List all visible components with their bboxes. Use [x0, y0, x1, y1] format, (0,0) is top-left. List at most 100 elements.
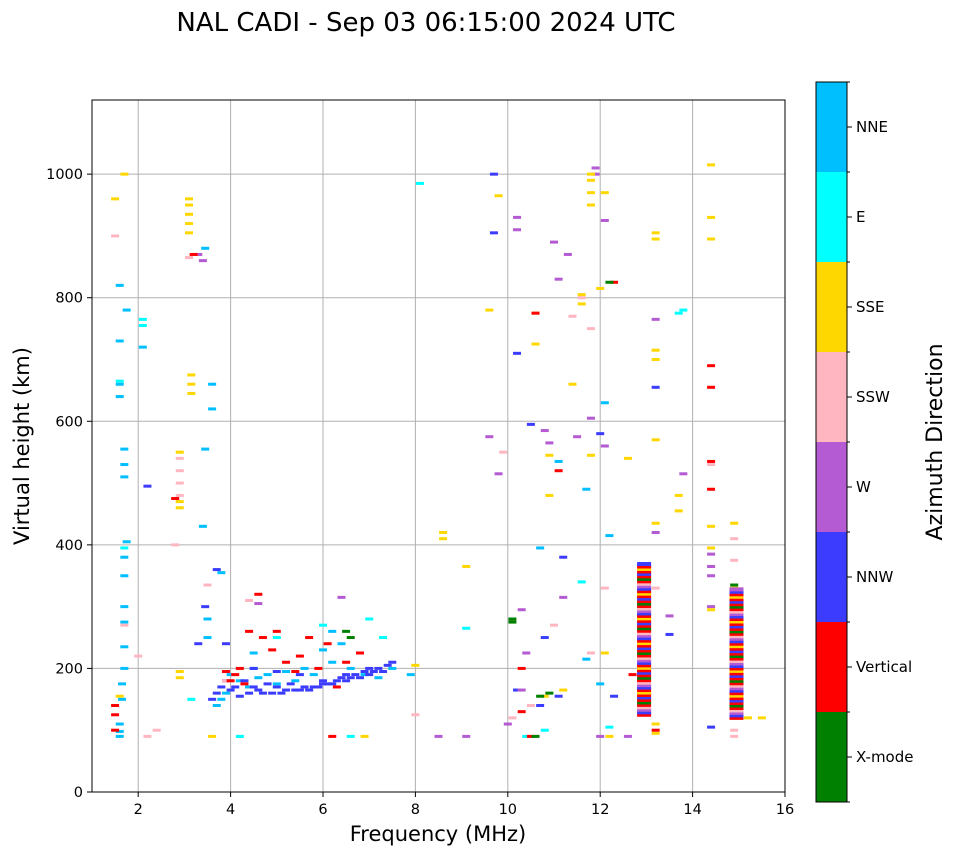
echo-stack-segment: [637, 648, 652, 653]
echo-point-nnw: [309, 685, 318, 689]
x-tick-label: 6: [318, 802, 327, 818]
echo-stack-segment: [637, 626, 652, 631]
echo-point-ssw: [245, 598, 254, 602]
echo-point-w: [591, 166, 600, 170]
echo-stack-segment: [729, 649, 744, 654]
echo-point-sse: [208, 734, 217, 738]
echo-point-nnw: [337, 676, 346, 680]
echo-point-ssw: [203, 583, 212, 587]
echo-stack-segment: [637, 695, 652, 700]
echo-point-w: [586, 416, 595, 420]
echo-stack-segment: [729, 589, 744, 594]
echo-point-vertical: [189, 252, 198, 256]
echo-point-nnw: [540, 636, 549, 640]
echo-stack-segment: [637, 576, 652, 581]
echo-point-w: [679, 472, 688, 476]
echo-point-vertical: [526, 734, 535, 738]
echo-point-vertical: [272, 629, 281, 633]
echo-stack-segment: [729, 654, 744, 659]
echo-point-nne: [249, 651, 258, 655]
echo-stack-segment: [637, 658, 652, 663]
echo-stack-segment: [637, 631, 652, 636]
echo-point-x-mode: [346, 636, 355, 640]
echo-point-nne: [272, 682, 281, 686]
echo-point-nne: [120, 463, 129, 467]
echo-point-vertical: [111, 713, 120, 717]
echo-stack-segment: [637, 589, 652, 594]
echo-point-nnw: [254, 688, 263, 692]
echo-point-nne: [235, 679, 244, 683]
echo-point-nne: [254, 676, 263, 680]
echo-point-nnw: [272, 670, 281, 674]
colorbar-swatch-sse: [816, 262, 847, 352]
echo-stack-segment: [637, 628, 652, 633]
echo-point-nne: [346, 666, 355, 670]
colorbar-swatch-ssw: [816, 352, 847, 442]
echo-point-sse: [651, 722, 660, 726]
echo-point-nnw: [194, 642, 203, 646]
echo-point-sse: [651, 348, 660, 352]
echo-point-vertical: [305, 636, 314, 640]
echo-point-w: [337, 595, 346, 599]
echo-stack-segment: [637, 562, 652, 567]
echo-point-ssw: [111, 234, 120, 238]
echo-stack-segment: [637, 653, 652, 658]
echo-point-nne: [115, 729, 124, 733]
echo-point-nnw: [559, 555, 568, 559]
echo-point-nnw: [489, 172, 498, 176]
echo-stack-segment: [729, 656, 744, 661]
echo-point-nnw: [212, 691, 221, 695]
echo-stack-segment: [637, 675, 652, 680]
echo-point-nne: [360, 673, 369, 677]
echo-point-nnw: [665, 632, 674, 636]
echo-point-e: [138, 317, 147, 321]
echo-point-w: [707, 574, 716, 578]
echo-point-vertical: [295, 654, 304, 658]
y-tick-label: 1000: [46, 167, 83, 183]
echo-point-sse: [586, 172, 595, 176]
echo-point-nne: [300, 666, 309, 670]
colorbar-swatch-vertical: [816, 622, 847, 712]
echo-point-ssw: [143, 734, 152, 738]
echo-point-nnw: [231, 685, 240, 689]
echo-stack-segment: [729, 592, 744, 597]
echo-point-vertical: [531, 311, 540, 315]
echo-point-nnw: [305, 688, 314, 692]
echo-point-nnw: [143, 484, 152, 488]
echo-point-sse: [651, 237, 660, 241]
echo-point-sse: [651, 521, 660, 525]
echo-point-vertical: [245, 629, 254, 633]
echo-point-nnw: [263, 682, 272, 686]
echo-point-nne: [328, 629, 337, 633]
echo-point-e: [187, 697, 196, 701]
echo-point-vertical: [328, 734, 337, 738]
echo-stack-segment: [729, 686, 744, 691]
echo-point-nnw: [610, 694, 619, 698]
echo-point-e: [379, 636, 388, 640]
echo-point-nne: [122, 308, 131, 312]
echo-stack-segment: [637, 660, 652, 665]
echo-stack-segment: [729, 587, 744, 592]
echo-stack-segment: [729, 683, 744, 688]
echo-point-nne: [203, 636, 212, 640]
echo-stack-segment: [637, 683, 652, 688]
echo-point-sse: [707, 163, 716, 167]
echo-stack-segment: [729, 626, 744, 631]
echo-stack-segment: [729, 651, 744, 656]
colorbar: X-mode Vertical NNW W SSW SSE E NNE: [815, 81, 913, 803]
echo-stack-segment: [637, 690, 652, 695]
echo-point-nnw: [328, 682, 337, 686]
echo-stack-segment: [729, 671, 744, 676]
echo-point-sse: [707, 237, 716, 241]
echo-point-nne: [309, 673, 318, 677]
echo-point-nnw: [342, 673, 351, 677]
echo-stack-segment: [729, 668, 744, 673]
echo-point-nne: [406, 673, 415, 677]
echo-point-sse: [187, 382, 196, 386]
echo-point-sse: [730, 521, 739, 525]
echo-stack-segment: [729, 619, 744, 624]
echo-point-nne: [115, 722, 124, 726]
echo-point-vertical: [111, 704, 120, 707]
echo-stack-segment: [729, 641, 744, 646]
echo-stack-segment: [637, 591, 652, 596]
